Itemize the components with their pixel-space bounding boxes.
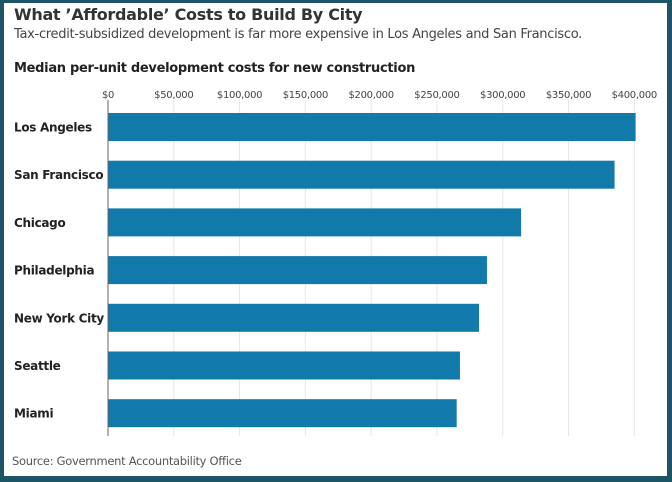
bar-chicago — [108, 208, 522, 237]
category-label: Seattle — [14, 359, 61, 373]
bar-philadelphia — [108, 256, 487, 285]
x-tick-label: $400,000 — [612, 90, 657, 101]
category-label: New York City — [14, 311, 104, 325]
bar-san-francisco — [108, 160, 615, 189]
chart-subtitle: Tax-credit-subsidized development is far… — [14, 27, 582, 42]
x-tick-label: $250,000 — [414, 90, 459, 101]
chart-headline: What ’Affordable’ Costs to Build By City — [14, 5, 363, 24]
category-label: Los Angeles — [14, 121, 92, 135]
bar-los-angeles — [108, 113, 636, 141]
category-label: Miami — [14, 407, 53, 421]
category-label: Philadelphia — [14, 264, 94, 278]
category-label: San Francisco — [14, 168, 103, 182]
chart-title: Median per-unit development costs for ne… — [14, 61, 416, 76]
x-tick-label: $300,000 — [480, 90, 525, 101]
bar-miami — [108, 399, 457, 428]
x-tick-label: $200,000 — [348, 90, 393, 101]
category-label: Chicago — [14, 216, 65, 230]
source-note: Source: Government Accountability Office — [12, 454, 242, 468]
chart-panel — [4, 3, 667, 476]
x-tick-label: $150,000 — [283, 90, 328, 101]
bar-new-york-city — [108, 303, 480, 332]
x-tick-label: $50,000 — [154, 90, 193, 101]
bar-seattle — [108, 351, 460, 380]
x-tick-label: $350,000 — [546, 90, 591, 101]
x-tick-label: $0 — [102, 90, 114, 101]
x-tick-label: $100,000 — [217, 90, 262, 101]
